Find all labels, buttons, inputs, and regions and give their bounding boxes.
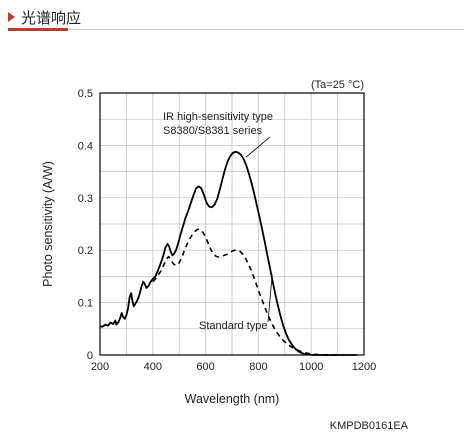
y-tick-label: 0.1 bbox=[78, 298, 93, 310]
annotation-ir-type-line-1: IR high-sensitivity type bbox=[163, 111, 273, 123]
header-divider-accent bbox=[8, 28, 68, 31]
x-tick-label: 1000 bbox=[299, 361, 323, 373]
section-header: 光谱响应 bbox=[8, 4, 464, 31]
condition-label: (Ta=25 °C) bbox=[311, 79, 364, 91]
y-tick-label: 0.4 bbox=[78, 140, 93, 152]
y-tick-label: 0.2 bbox=[78, 245, 93, 257]
triangle-marker-icon bbox=[8, 12, 15, 22]
series-line-standard-type bbox=[152, 228, 338, 356]
annotation-ir-type-line-2: S8380/S8381 series bbox=[163, 125, 263, 137]
x-tick-label: 1200 bbox=[352, 361, 376, 373]
plot-frame bbox=[99, 92, 365, 356]
x-tick-label: 400 bbox=[144, 361, 162, 373]
section-title: 光谱响应 bbox=[21, 10, 82, 27]
y-tick-label: 0.3 bbox=[78, 193, 93, 205]
annotation-standard-type: Standard type bbox=[199, 320, 268, 332]
annotations: IR high-sensitivity type S8380/S8381 seri… bbox=[163, 111, 273, 332]
annotation-leader-standard bbox=[267, 274, 273, 323]
x-tick-label: 800 bbox=[249, 361, 267, 373]
y-tick-label: 0 bbox=[87, 350, 93, 362]
x-tick-label: 200 bbox=[91, 361, 109, 373]
header-divider bbox=[8, 29, 464, 30]
x-axis-title: Wavelength (nm) bbox=[185, 392, 280, 406]
figure-code: KMPDB0161EA bbox=[329, 420, 408, 432]
y-axis-title: Photo sensitivity (A/W) bbox=[41, 161, 55, 287]
annotation-leader-ir bbox=[245, 136, 271, 158]
grid bbox=[100, 93, 364, 355]
tick-labels: 200 400 600 800 1000 1200 0 0.1 0.2 0.3 0.4 0.5 bbox=[78, 88, 377, 373]
x-tick-label: 600 bbox=[196, 361, 214, 373]
y-tick-label: 0.5 bbox=[78, 88, 93, 100]
